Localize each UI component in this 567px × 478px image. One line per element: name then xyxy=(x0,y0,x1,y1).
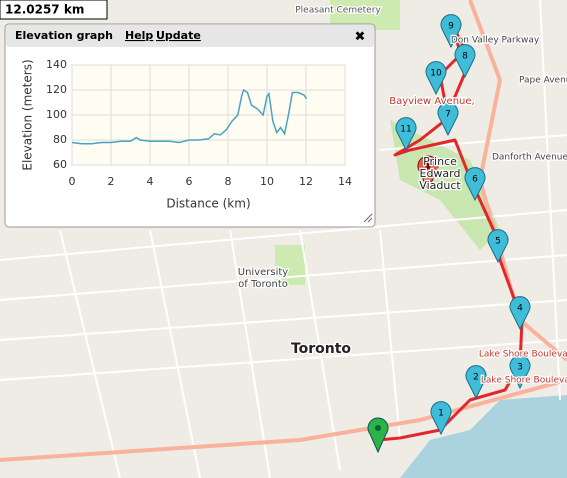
marker-label: 5 xyxy=(495,237,501,247)
route-marker[interactable]: 5 xyxy=(487,229,509,264)
route-marker[interactable]: 10 xyxy=(425,61,447,96)
marker-pin xyxy=(440,14,462,49)
map-label: Lake Shore Boulevard xyxy=(481,376,567,386)
x-tick-label: 12 xyxy=(299,175,313,188)
map-label: Prince xyxy=(423,155,457,168)
marker-pin xyxy=(454,44,476,79)
map-label: Danforth Avenue xyxy=(492,153,567,163)
marker-pin xyxy=(430,401,452,436)
route-marker[interactable]: 3 xyxy=(509,355,531,390)
map-label: Pleasant Cemetery xyxy=(295,6,381,16)
elevation-line xyxy=(71,88,308,145)
route-marker[interactable]: 8 xyxy=(454,44,476,79)
y-axis-label: Elevation (meters) xyxy=(21,59,35,170)
route-start-pin[interactable] xyxy=(367,417,389,454)
x-tick-label: 4 xyxy=(147,175,154,188)
map-label: Bayview Avenue, xyxy=(389,96,474,107)
map-label: Lake Shore Boulevard xyxy=(479,350,567,360)
route-marker[interactable]: 9 xyxy=(440,14,462,49)
marker-label: 1 xyxy=(438,409,444,419)
lake xyxy=(400,395,567,478)
update-link[interactable]: Update xyxy=(156,29,201,42)
marker-pin xyxy=(487,229,509,264)
route-marker[interactable]: 4 xyxy=(509,296,531,331)
route-marker[interactable]: 11 xyxy=(395,117,417,152)
route-marker[interactable]: 1 xyxy=(430,401,452,436)
route-marker[interactable]: 7 xyxy=(437,102,459,137)
panel-titlebar xyxy=(6,25,374,47)
map-label: Don Valley Parkway xyxy=(451,36,540,46)
map-label: University xyxy=(238,267,289,278)
marker-label: 4 xyxy=(517,304,523,314)
marker-label: 6 xyxy=(472,175,478,185)
x-tick-label: 14 xyxy=(338,175,352,188)
map-label: Pape Avenue xyxy=(519,76,567,86)
marker-label: 11 xyxy=(400,125,411,135)
x-tick-label: 10 xyxy=(260,175,274,188)
y-tick-label: 100 xyxy=(46,108,67,121)
marker-label: 8 xyxy=(462,52,468,62)
marker-label: 3 xyxy=(517,363,523,373)
y-tick-label: 60 xyxy=(53,158,67,171)
route-marker[interactable]: 6 xyxy=(464,167,486,202)
marker-pin xyxy=(509,355,531,390)
x-axis-label: Distance (km) xyxy=(166,197,250,211)
route-end-pin[interactable] xyxy=(417,155,439,192)
x-tick-label: 8 xyxy=(225,175,232,188)
marker-pin xyxy=(395,117,417,152)
distance-box xyxy=(0,0,108,20)
x-tick-label: 0 xyxy=(69,175,76,188)
marker-label: 9 xyxy=(448,22,454,32)
marker-label: 2 xyxy=(473,373,479,383)
marker-pin xyxy=(465,365,487,400)
map-label: of Toronto xyxy=(238,279,288,290)
route xyxy=(377,28,524,442)
marker-label: 7 xyxy=(445,110,451,120)
x-tick-label: 2 xyxy=(108,175,115,188)
y-tick-label: 140 xyxy=(46,58,67,71)
panel-title: Elevation graph xyxy=(15,29,113,42)
y-tick-label: 80 xyxy=(53,133,67,146)
help-link[interactable]: Help xyxy=(125,29,153,42)
close-button[interactable]: ✖ xyxy=(355,30,366,45)
map-label: Viaduct xyxy=(419,179,461,192)
x-tick-label: 6 xyxy=(186,175,193,188)
map-label: Toronto xyxy=(291,341,351,357)
y-tick-label: 120 xyxy=(46,83,67,96)
route-marker[interactable]: 2 xyxy=(465,365,487,400)
marker-pin xyxy=(425,61,447,96)
marker-pin xyxy=(437,102,459,137)
marker-pin xyxy=(464,167,486,202)
distance-text: 12.0257 km xyxy=(5,3,84,17)
resize-grip[interactable] xyxy=(363,213,373,223)
marker-pin xyxy=(509,296,531,331)
map-label: Edward xyxy=(420,167,461,180)
marker-label: 10 xyxy=(430,69,442,79)
